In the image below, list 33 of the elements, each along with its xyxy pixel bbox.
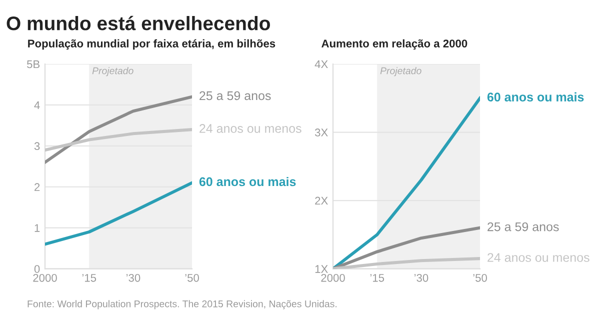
line-series xyxy=(45,95,192,164)
y-tick-label: 3 xyxy=(34,142,40,150)
chart-title: O mundo está envelhecendo xyxy=(6,16,270,30)
series-label: 24 anos ou menos xyxy=(200,124,302,133)
y-tick-label: 2X xyxy=(315,196,328,205)
x-tick-label: ’50 xyxy=(473,274,487,282)
chart-title: Aumento em relação a 2000 xyxy=(322,39,468,50)
series-label: 25 a 59 anos xyxy=(200,91,271,100)
x-tick-label: ’15 xyxy=(370,274,384,282)
x-tick-label: ’30 xyxy=(126,274,140,282)
band-label: Projetado xyxy=(380,67,422,76)
y-tick-label: 5B xyxy=(26,60,40,68)
series-label: 60 anos ou mais xyxy=(487,92,584,102)
x-tick-label: ’30 xyxy=(414,274,428,282)
y-tick-label: 2 xyxy=(34,183,40,191)
x-tick-label: 2000 xyxy=(33,274,57,282)
x-tick-label: 2000 xyxy=(321,274,345,282)
series-label: 60 anos ou mais xyxy=(199,176,296,186)
line-series xyxy=(45,181,192,246)
chart-subtitle: População mundial por faixa etária, em bilhões xyxy=(28,39,276,50)
x-tick-label: ’15 xyxy=(82,274,96,282)
y-tick-label: 3X xyxy=(314,128,328,136)
y-tick-label: 1X xyxy=(315,265,328,273)
band-label: Projetado xyxy=(92,67,134,76)
series-label: 25 a 59 anos xyxy=(488,222,559,232)
y-tick-label: 0 xyxy=(34,265,40,273)
series-label: 24 anos ou menos xyxy=(488,253,590,262)
y-tick-label: 4 xyxy=(34,101,40,109)
source-note: Fonte: World Population Prospects. The 2015 Revision, Nações Unidas. xyxy=(28,300,337,310)
y-tick-label: 1 xyxy=(34,224,40,232)
y-tick-label: 4X xyxy=(314,60,328,68)
x-tick-label: ’50 xyxy=(185,274,199,282)
line-series xyxy=(45,128,192,152)
